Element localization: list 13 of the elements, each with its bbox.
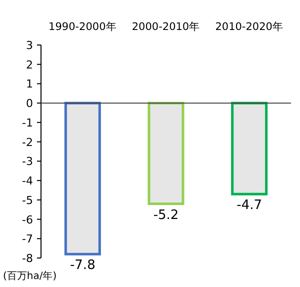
y-tick-label: -5 [22, 194, 33, 207]
y-tick-label: -3 [22, 155, 33, 168]
ylabel: (百万ha/年) [3, 271, 57, 282]
y-tick-label: -1 [22, 116, 33, 130]
y-tick-label: -6 [22, 213, 33, 226]
y-tick-label: 2 [26, 58, 33, 72]
y-tick-label: 1 [26, 78, 33, 91]
y-tick-label: 3 [26, 39, 33, 52]
y-tick-label: 0 [26, 97, 33, 110]
y-tick-label: -4 [22, 174, 33, 188]
y-tick-label: -8 [22, 252, 33, 265]
y-tick-label: -7 [22, 232, 33, 246]
y-tick-label: -2 [22, 136, 33, 149]
